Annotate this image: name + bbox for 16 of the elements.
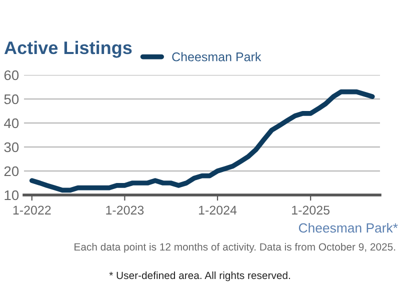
y-tick-label: 20 (4, 166, 19, 176)
y-tick-label: 50 (4, 94, 19, 104)
legend-label: Cheesman Park (172, 52, 262, 62)
y-tick-label: 60 (4, 70, 19, 80)
x-tick-label: 1-2024 (199, 206, 237, 215)
line-series (29, 89, 375, 193)
x-tick-label: 1-2022 (13, 206, 51, 215)
x-tick-label: 1-2023 (106, 206, 144, 215)
y-tick-label: 30 (4, 142, 19, 152)
text: Cheesman Park* (298, 222, 398, 233)
text: Each data point is 12 months of activity. Data is from October 9, 2025. (74, 242, 396, 253)
text: * User-defined area. All rights reserved. (109, 271, 290, 282)
x-tick-label: 1-2025 (292, 206, 330, 215)
y-tick-label: 10 (4, 190, 19, 200)
y-tick-label: 40 (4, 118, 19, 128)
chart-title: Active Listings (4, 40, 132, 58)
